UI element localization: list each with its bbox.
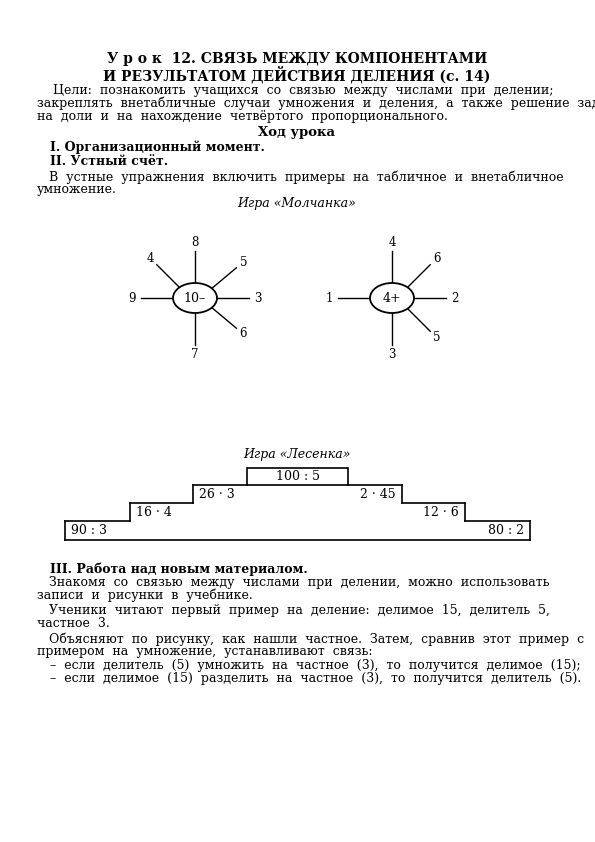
Text: 1: 1 xyxy=(325,291,333,305)
Text: 6: 6 xyxy=(433,252,440,265)
Text: закреплять  внетабличные  случаи  умножения  и  деления,  а  также  решение  зад: закреплять внетабличные случаи умножения… xyxy=(37,97,595,110)
Text: 2 · 45: 2 · 45 xyxy=(361,488,396,500)
Text: –  если  делитель  (5)  умножить  на  частное  (3),  то  получится  делимое  (15: – если делитель (5) умножить на частное … xyxy=(50,659,581,672)
Text: Объясняют  по  рисунку,  как  нашли  частное.  Затем,  сравнив  этот  пример  с: Объясняют по рисунку, как нашли частное.… xyxy=(37,632,584,646)
Text: 90 : 3: 90 : 3 xyxy=(71,524,107,537)
Text: 8: 8 xyxy=(192,236,199,248)
Text: 12 · 6: 12 · 6 xyxy=(423,505,459,519)
Text: 80 : 2: 80 : 2 xyxy=(488,524,524,537)
Text: Цели:  познакомить  учащихся  со  связью  между  числами  при  делении;: Цели: познакомить учащихся со связью меж… xyxy=(37,84,553,97)
Text: 5: 5 xyxy=(433,331,440,344)
Text: частное  3.: частное 3. xyxy=(37,617,109,630)
Text: II. Устный счёт.: II. Устный счёт. xyxy=(50,155,168,168)
Text: 16 · 4: 16 · 4 xyxy=(136,505,172,519)
Text: 3: 3 xyxy=(389,348,396,360)
Text: на  доли  и  на  нахождение  четвёртого  пропорционального.: на доли и на нахождение четвёртого пропо… xyxy=(37,110,448,123)
Bar xyxy=(247,468,348,485)
Text: –  если  делимое  (15)  разделить  на  частное  (3),  то  получится  делитель  (: – если делимое (15) разделить на частное… xyxy=(50,672,581,685)
Text: В  устные  упражнения  включить  примеры  на  табличное  и  внетабличное: В устные упражнения включить примеры на … xyxy=(37,170,563,184)
Text: 4: 4 xyxy=(147,252,154,265)
Ellipse shape xyxy=(173,283,217,313)
Text: И РЕЗУЛЬТАТОМ ДЕЙСТВИЯ ДЕЛЕНИЯ (с. 14): И РЕЗУЛЬТАТОМ ДЕЙСТВИЯ ДЕЛЕНИЯ (с. 14) xyxy=(104,66,491,83)
Text: 10–: 10– xyxy=(184,291,206,305)
Text: 26 · 3: 26 · 3 xyxy=(199,488,235,500)
Text: 100 : 5: 100 : 5 xyxy=(275,470,320,483)
Text: 3: 3 xyxy=(254,291,262,305)
Text: 4: 4 xyxy=(389,236,396,248)
Text: умножение.: умножение. xyxy=(37,183,117,196)
Text: примером  на  умножение,  устанавливают  связь:: примером на умножение, устанавливают свя… xyxy=(37,645,372,658)
Text: Игра «Лесенка»: Игра «Лесенка» xyxy=(243,448,350,461)
Text: 5: 5 xyxy=(240,255,247,269)
Text: I. Организационный момент.: I. Организационный момент. xyxy=(50,141,265,154)
Text: 2: 2 xyxy=(452,291,459,305)
Text: Игра «Молчанка»: Игра «Молчанка» xyxy=(237,197,356,210)
Text: У р о к  12. СВЯЗЬ МЕЖДУ КОМПОНЕНТАМИ: У р о к 12. СВЯЗЬ МЕЖДУ КОМПОНЕНТАМИ xyxy=(107,52,487,66)
Text: Ход урока: Ход урока xyxy=(258,126,336,139)
Text: 9: 9 xyxy=(129,291,136,305)
Text: Знакомя  со  связью  между  числами  при  делении,  можно  использовать: Знакомя со связью между числами при деле… xyxy=(37,576,550,589)
Text: записи  и  рисунки  в  учебнике.: записи и рисунки в учебнике. xyxy=(37,589,253,603)
Ellipse shape xyxy=(370,283,414,313)
Text: III. Работа над новым материалом.: III. Работа над новым материалом. xyxy=(50,562,308,575)
Text: Ученики  читают  первый  пример  на  деление:  делимое  15,  делитель  5,: Ученики читают первый пример на деление:… xyxy=(37,604,550,617)
Text: 6: 6 xyxy=(240,328,247,340)
Text: 4+: 4+ xyxy=(383,291,401,305)
Text: 7: 7 xyxy=(191,348,199,360)
